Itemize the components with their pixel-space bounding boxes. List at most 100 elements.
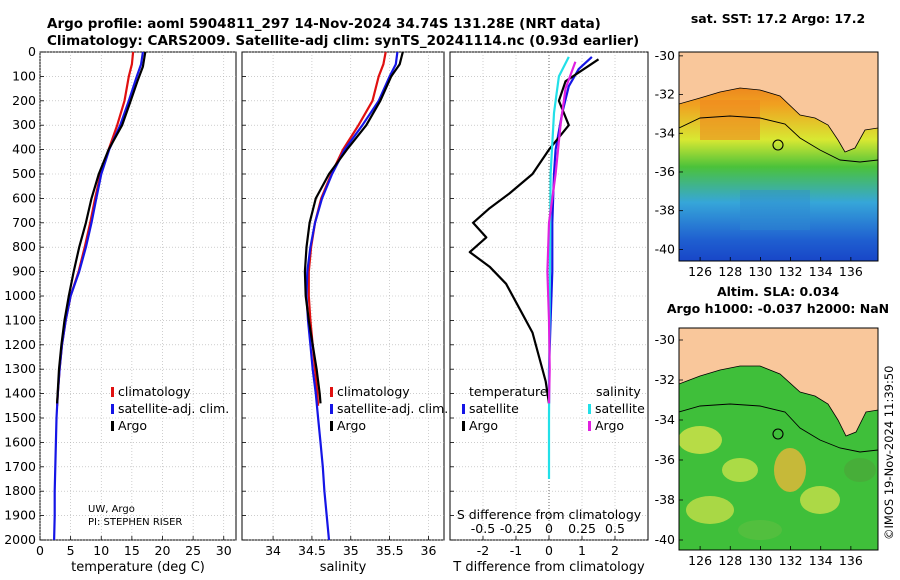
- temperature-legend: climatology satellite-adj. clim. Argo: [111, 384, 229, 433]
- x-tick-label-top: 0.25: [568, 521, 596, 536]
- y-tick-label: 0: [28, 44, 36, 59]
- legend-title-salinity: salinity: [596, 384, 641, 399]
- sla-blob: [679, 426, 722, 454]
- x-tick-label: 25: [185, 543, 201, 558]
- map-x-tick-label: 134: [809, 264, 833, 279]
- sla-map-title-line2: Argo h1000: -0.037 h2000: NaN: [667, 301, 889, 316]
- y-tick-label: 800: [12, 239, 36, 254]
- y-tick-label: 1800: [4, 483, 36, 498]
- x-tick-label: 0: [545, 543, 553, 558]
- y-tick-label: 1300: [4, 361, 36, 376]
- x-tick-label: 36: [421, 543, 437, 558]
- sst-map-title: sat. SST: 17.2 Argo: 17.2: [691, 11, 865, 26]
- depth-contour: [679, 115, 878, 163]
- credit-line1: UW, Argo: [88, 504, 135, 515]
- x-tick-label-top: 0: [545, 521, 553, 536]
- series-line-salinity-argo: [546, 61, 577, 404]
- x-tick-label: -1: [510, 543, 522, 558]
- sla-map: Altim. SLA: 0.034 Argo h1000: -0.037 h20…: [655, 284, 890, 568]
- y-tick-label: 1000: [4, 288, 36, 303]
- map-y-tick-label: -40: [655, 532, 675, 547]
- legend-swatch-climatology: [111, 387, 114, 397]
- x-tick-label: 0: [36, 543, 44, 558]
- legend-label-temp-argo: Argo: [469, 418, 498, 433]
- map-y-tick-label: -32: [655, 372, 675, 387]
- argo-location-marker: [772, 428, 784, 440]
- legend-swatch-satellite-adj: [330, 404, 333, 414]
- difference-legend-temperature: temperature satellite Argo: [462, 384, 548, 433]
- y-tick-label: 300: [12, 117, 36, 132]
- series-line-salinity-satellite: [547, 56, 570, 479]
- temperature-axes: [39, 51, 237, 541]
- sla-map-frame: [678, 327, 879, 551]
- sst-cool-patch: [740, 190, 810, 230]
- map-x-tick-label: 128: [718, 264, 742, 279]
- x-tick-label: -2: [477, 543, 489, 558]
- y-tick-label: 500: [12, 166, 36, 181]
- y-tick-label: 100: [12, 68, 36, 83]
- x-tick-label: 10: [93, 543, 109, 558]
- series-line-satellite-adj-clim-: [53, 51, 144, 541]
- series-line-argo: [303, 51, 404, 404]
- legend-swatch-satellite-adj: [111, 404, 114, 414]
- y-tick-label: 2000: [4, 532, 36, 547]
- salinity-xlabel: salinity: [320, 560, 367, 575]
- salinity-legend: climatology satellite-adj. clim. Argo: [330, 384, 448, 433]
- figure-title-line1: Argo profile: aoml 5904811_297 14-Nov-20…: [47, 16, 601, 32]
- x-tick-label-top: -0.25: [500, 521, 532, 536]
- sst-warm-patch: [700, 100, 760, 140]
- legend-label-argo: Argo: [337, 418, 366, 433]
- y-tick-label: 1900: [4, 508, 36, 523]
- legend-label-argo: Argo: [118, 418, 147, 433]
- legend-swatch-sal-argo: [588, 421, 591, 431]
- map-x-tick-label: 136: [839, 553, 863, 568]
- sla-blob: [800, 486, 840, 514]
- legend-title-temperature: temperature: [469, 384, 548, 399]
- legend-label-climatology: climatology: [337, 384, 410, 399]
- map-x-tick-label: 134: [809, 553, 833, 568]
- legend-label-sal-argo: Argo: [595, 418, 624, 433]
- credit-line2: PI: STEPHEN RISER: [88, 517, 182, 528]
- series-line-argo: [56, 51, 147, 404]
- map-y-tick-label: -36: [655, 452, 675, 467]
- series-line-satellite-adj-clim-: [305, 51, 399, 541]
- map-y-tick-label: -30: [655, 332, 675, 347]
- difference-panel: -2 -1 0 1 2 -0.5 -0.25 0 0.25 0.5 temperature sat…: [449, 51, 649, 575]
- map-x-tick-label: 130: [748, 553, 772, 568]
- map-y-tick-label: -32: [655, 87, 675, 102]
- series-line-temperature-argo: [468, 58, 600, 404]
- sla-blob: [774, 448, 806, 492]
- sla-map-title-line1: Altim. SLA: 0.034: [717, 284, 839, 299]
- map-y-tick-label: -34: [655, 412, 675, 427]
- sst-map-frame: [678, 51, 879, 262]
- sla-blob: [738, 520, 782, 540]
- x-tick-label: 30: [216, 543, 232, 558]
- y-tick-label: 600: [12, 190, 36, 205]
- sst-map: sat. SST: 17.2 Argo: 17.2 126 128 130 132 13…: [655, 11, 879, 279]
- map-x-tick-label: 130: [748, 264, 772, 279]
- legend-label-climatology: climatology: [118, 384, 191, 399]
- temperature-xlabel: temperature (deg C): [71, 560, 205, 575]
- x-tick-label: 20: [155, 543, 171, 558]
- x-tick-label-top: -0.5: [471, 521, 495, 536]
- map-y-tick-label: -38: [655, 492, 675, 507]
- map-y-tick-label: -36: [655, 164, 675, 179]
- y-tick-label: 1100: [4, 312, 36, 327]
- y-tick-label: 900: [12, 264, 36, 279]
- sla-blob: [686, 496, 734, 524]
- sla-blob: [844, 458, 876, 482]
- y-tick-label: 700: [12, 215, 36, 230]
- map-y-tick-label: -40: [655, 241, 675, 256]
- x-tick-label: 34: [265, 543, 281, 558]
- x-tick-label: 5: [67, 543, 75, 558]
- y-tick-label: 1500: [4, 410, 36, 425]
- map-x-tick-label: 136: [839, 264, 863, 279]
- legend-swatch-argo: [111, 421, 114, 431]
- y-tick-label: 200: [12, 93, 36, 108]
- legend-swatch-temp-argo: [462, 421, 465, 431]
- x-tick-label: 1: [578, 543, 586, 558]
- map-y-tick-label: -30: [655, 48, 675, 63]
- legend-label-satellite-adj: satellite-adj. clim.: [118, 401, 229, 416]
- depth-contour: [679, 403, 878, 453]
